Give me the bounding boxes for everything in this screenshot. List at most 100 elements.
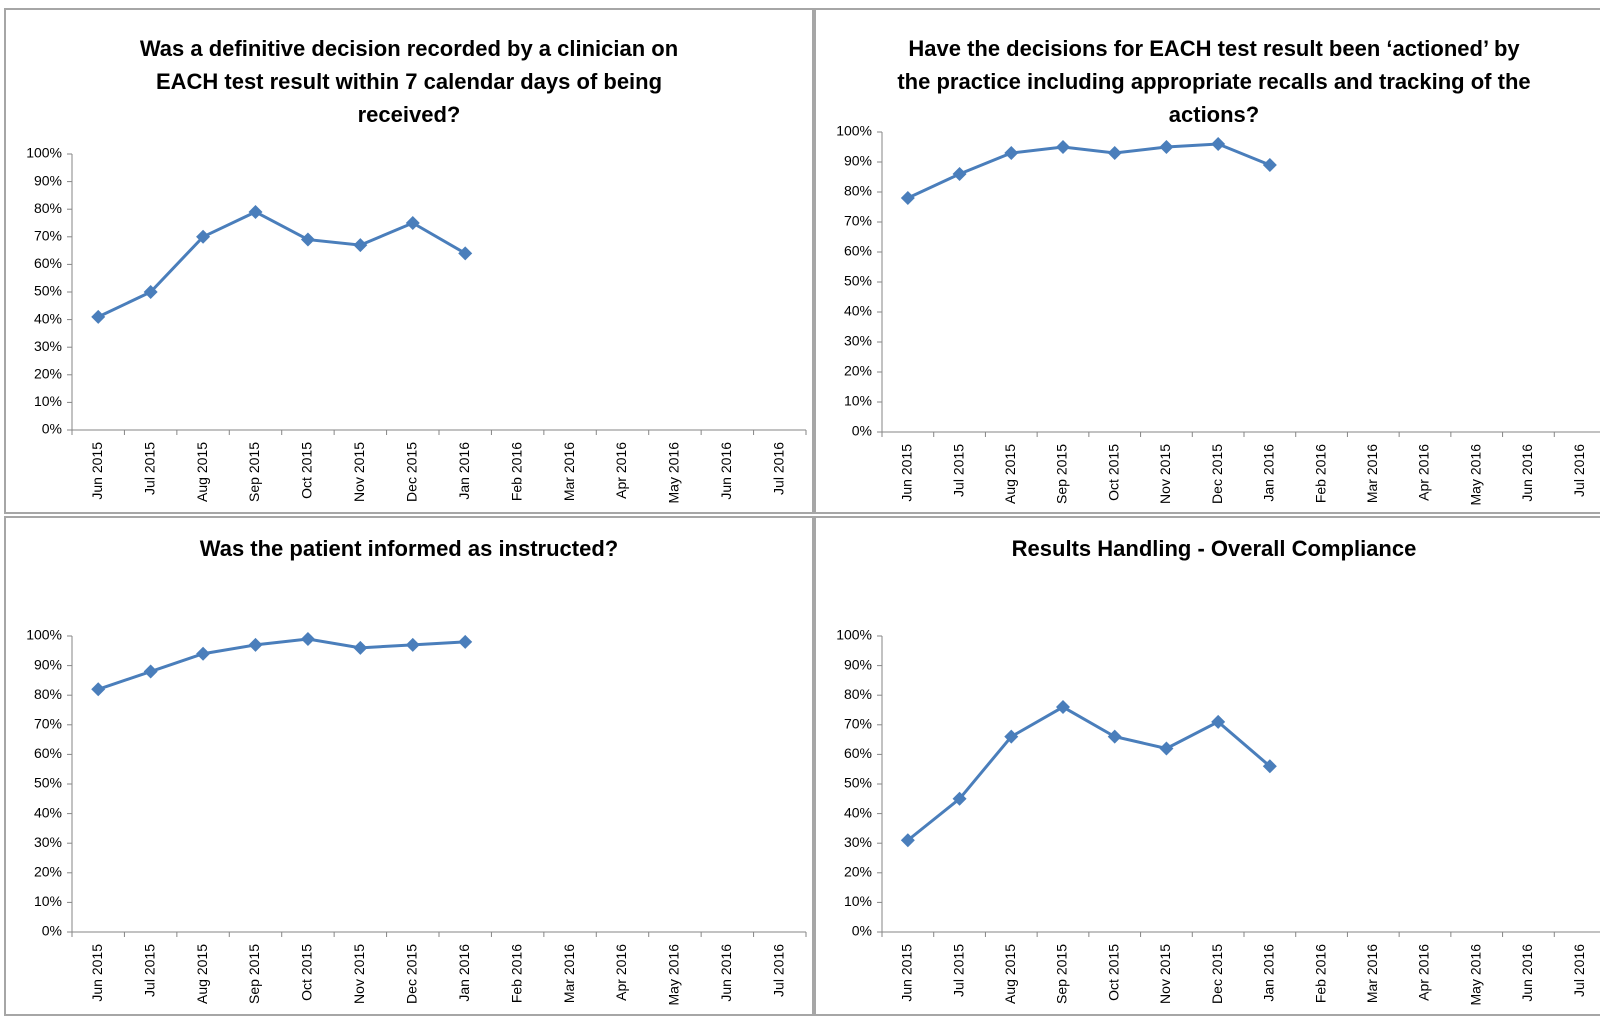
x-tick-label: Jun 2015: [89, 442, 105, 500]
x-tick-label: Jun 2016: [718, 944, 734, 1002]
x-tick-label: Aug 2015: [194, 944, 210, 1004]
y-tick-label: 90%: [34, 172, 62, 188]
data-point: [405, 637, 420, 652]
y-tick-label: 30%: [34, 338, 62, 354]
data-point: [248, 637, 263, 652]
x-tick-label: Dec 2015: [1209, 944, 1225, 1004]
chart: 0% 10% 20% 30% 40% 50% 60% 70% 80% 90% 100% Jun 201…: [26, 627, 807, 1005]
data-point: [1159, 741, 1174, 756]
chart-title: Was the patient informed as instructed?: [199, 536, 619, 561]
y-tick-label: 10%: [844, 393, 872, 409]
data-point: [353, 640, 368, 655]
data-point: [458, 634, 473, 649]
x-tick-label: Oct 2015: [299, 944, 315, 1001]
data-point: [91, 309, 106, 324]
chart-panel: 0% 10% 20% 30% 40% 50% 60% 70% 80% 90% 100% Jun 201…: [814, 516, 1600, 1016]
x-tick-label: Jan 2016: [1261, 944, 1277, 1002]
data-point: [952, 167, 967, 181]
x-tick-label: Jul 2015: [141, 944, 157, 997]
y-tick-label: 50%: [34, 775, 62, 791]
x-tick-label: Mar 2016: [561, 944, 577, 1003]
y-tick-label: 0%: [42, 421, 62, 437]
data-point: [1004, 729, 1019, 744]
y-tick-label: 0%: [852, 423, 872, 439]
data-point: [900, 833, 915, 848]
x-tick-label: Jul 2015: [141, 442, 157, 495]
data-point: [1056, 700, 1070, 715]
y-tick-label: 40%: [34, 310, 62, 326]
x-tick-label: Dec 2015: [403, 944, 419, 1004]
data-point: [1211, 137, 1226, 151]
chart: 0% 10% 20% 30% 40% 50% 60% 70% 80% 90% 100% Jun 201…: [836, 627, 1600, 1005]
data-point: [405, 216, 420, 230]
x-tick-label: Nov 2015: [1157, 444, 1173, 504]
chart-panel: 0% 10% 20% 30% 40% 50% 60% 70% 80% 90% 100% Jun 201…: [4, 8, 814, 514]
data-point: [143, 285, 158, 299]
y-tick-label: 40%: [844, 804, 872, 820]
y-tick-label: 50%: [844, 273, 872, 289]
x-tick-label: Jan 2016: [456, 442, 472, 500]
x-tick-label: Sep 2015: [1054, 444, 1070, 504]
y-tick-label: 60%: [34, 255, 62, 271]
x-tick-label: Jun 2015: [899, 444, 915, 502]
y-tick-label: 50%: [34, 283, 62, 299]
chart-title: Was a definitive decision recorded by a …: [139, 36, 679, 127]
x-tick-label: Apr 2016: [1416, 444, 1432, 501]
x-tick-label: Apr 2016: [613, 442, 629, 499]
data-point: [458, 246, 473, 261]
y-tick-label: 60%: [844, 745, 872, 761]
data-point: [1107, 146, 1122, 160]
y-tick-label: 30%: [34, 834, 62, 850]
x-tick-label: Apr 2016: [1416, 944, 1432, 1001]
y-tick-label: 70%: [844, 213, 872, 229]
y-tick-label: 30%: [844, 333, 872, 349]
data-point: [196, 229, 211, 244]
chart: 0% 10% 20% 30% 40% 50% 60% 70% 80% 90% 100% Jun 201…: [836, 123, 1600, 505]
y-tick-label: 70%: [34, 228, 62, 244]
x-tick-label: Nov 2015: [351, 944, 367, 1004]
data-point: [1159, 140, 1174, 154]
series-line: [906, 705, 1271, 842]
data-point: [1262, 158, 1277, 172]
x-tick-label: Dec 2015: [403, 442, 419, 502]
data-point: [900, 191, 915, 205]
data-point: [143, 664, 158, 679]
x-tick-label: Jul 2016: [1571, 944, 1587, 997]
data-point: [248, 204, 263, 219]
x-tick-label: Jul 2016: [1571, 444, 1587, 497]
data-point: [353, 238, 368, 253]
x-tick-label: Jul 2016: [770, 944, 786, 997]
series-line: [97, 210, 466, 319]
x-tick-label: Jun 2016: [1519, 944, 1535, 1002]
x-tick-label: Oct 2015: [1105, 444, 1121, 501]
chart: 0% 10% 20% 30% 40% 50% 60% 70% 80% 90% 100% Jun 201…: [26, 145, 807, 503]
y-tick-label: 100%: [26, 145, 62, 161]
x-tick-label: Jul 2015: [950, 944, 966, 997]
y-tick-label: 40%: [844, 303, 872, 319]
x-tick-label: Jun 2016: [1519, 444, 1535, 502]
data-point: [300, 631, 315, 646]
data-point: [91, 682, 106, 697]
y-tick-label: 70%: [844, 716, 872, 732]
x-tick-label: Mar 2016: [1364, 944, 1380, 1003]
x-tick-label: Aug 2015: [1002, 944, 1018, 1004]
y-tick-label: 80%: [34, 686, 62, 702]
x-tick-label: Aug 2015: [194, 442, 210, 502]
y-tick-label: 50%: [844, 775, 872, 791]
y-tick-label: 60%: [844, 243, 872, 259]
data-point: [1107, 729, 1122, 744]
x-tick-label: Nov 2015: [351, 442, 367, 502]
x-tick-label: Jan 2016: [1261, 444, 1277, 502]
x-tick-label: Sep 2015: [246, 944, 262, 1004]
y-tick-label: 0%: [42, 923, 62, 939]
x-tick-label: Aug 2015: [1002, 444, 1018, 504]
x-tick-label: Mar 2016: [1364, 444, 1380, 503]
y-tick-label: 80%: [844, 183, 872, 199]
y-tick-label: 10%: [34, 393, 62, 409]
y-tick-label: 10%: [34, 893, 62, 909]
data-point: [952, 791, 967, 806]
y-tick-label: 80%: [34, 200, 62, 216]
chart-title: Results Handling - Overall Compliance: [1011, 536, 1417, 561]
y-tick-label: 60%: [34, 745, 62, 761]
x-tick-label: Oct 2015: [1105, 944, 1121, 1001]
